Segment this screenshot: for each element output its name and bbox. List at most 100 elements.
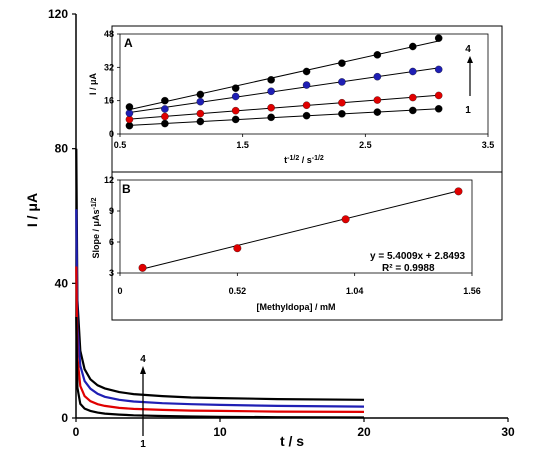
inset-a-fit-line-1 <box>129 108 439 126</box>
inset-a-panel-label: A <box>124 36 133 50</box>
inset-a-y-tick-label: 0 <box>109 129 114 139</box>
inset-b-y-tick-label: 9 <box>109 206 114 216</box>
inset-b-x-tick-label: 0.52 <box>229 286 247 296</box>
inset-a-point <box>434 91 443 100</box>
inset-b-fit-r2: R² = 0.9988 <box>382 263 435 274</box>
inset-b-fit-line <box>142 190 459 270</box>
inset-b-plot-area <box>119 179 473 274</box>
inset-a-point <box>302 111 311 120</box>
inset-b-y-label: Slope / μAs-1/2 <box>91 197 101 258</box>
main-arrow-head <box>140 366 146 374</box>
main-series-line-1 <box>75 148 365 401</box>
main-x-tick-label: 0 <box>73 425 80 439</box>
inset-a-point <box>161 96 169 105</box>
inset-a-point <box>196 109 205 118</box>
inset-a-x-label: t-1/2 / s-1/2 <box>284 155 324 165</box>
inset-a-point <box>196 90 205 99</box>
inset-a-point <box>302 67 311 76</box>
main-y-tick-label: 40 <box>55 276 69 290</box>
inset-a-x-label-t: t <box>284 155 287 165</box>
inset-a-fit-line-3 <box>129 67 439 114</box>
inset-a-point <box>231 92 240 101</box>
inset-b-point <box>138 263 147 272</box>
main-y-tick-label: 80 <box>55 142 69 156</box>
inset-a-point <box>409 93 417 102</box>
inset-a-y-tick-label: 16 <box>104 96 114 106</box>
inset-a-point <box>373 96 382 104</box>
inset-b-y-tick-label: 3 <box>109 268 114 278</box>
inset-a-annotation-4: 4 <box>465 44 471 55</box>
main-series-line-3 <box>75 266 365 413</box>
inset-a-point <box>161 119 169 128</box>
inset-a-point <box>338 99 346 107</box>
main-annotation-1: 1 <box>140 439 146 450</box>
inset-a-point <box>373 72 382 81</box>
inset-a-point <box>302 101 311 110</box>
inset-a-x-label-sup1: -1/2 <box>287 155 299 162</box>
inset-a-point <box>338 110 346 118</box>
inset-b-fit-equation: y = 5.4009x + 2.8493 <box>370 251 466 262</box>
inset-a-fit-line-4 <box>129 40 439 111</box>
main-x-label: t / s <box>280 433 304 449</box>
inset-a-point <box>434 105 443 113</box>
main-series-line-2 <box>75 209 365 408</box>
inset-b-x-tick-label: 1.04 <box>346 286 364 296</box>
inset-a-point <box>409 67 417 76</box>
inset-a-x-tick-label: 3.5 <box>482 140 495 150</box>
main-series-line-4 <box>75 316 365 419</box>
inset-b-panel-label: B <box>122 182 131 196</box>
inset-b-y-tick-label: 6 <box>109 237 114 247</box>
inset-b-y-label-main: Slope / μAs <box>91 210 101 259</box>
inset-a-point <box>267 104 275 112</box>
main-y-tick-label: 120 <box>48 7 68 21</box>
main-x-tick-label: 10 <box>213 425 227 439</box>
inset-a-point <box>161 105 169 113</box>
inset-b: B 0 0.52 1.04 1.56 3 6 9 12 Slope / μAs-1/2 [Me… <box>91 171 503 321</box>
inset-a-point <box>125 103 134 111</box>
inset-a-point <box>434 34 443 42</box>
inset-b-x-label: [Methyldopa] / mM <box>257 302 336 312</box>
main-x-tick-label: 30 <box>501 425 515 439</box>
inset-b-x-tick-label: 1.56 <box>463 286 481 296</box>
inset-a-point <box>231 115 240 124</box>
inset-a-point <box>302 81 311 89</box>
inset-a-point <box>373 108 382 116</box>
main-y-tick-label: 0 <box>61 411 68 425</box>
inset-a-point <box>434 65 443 74</box>
inset-a-x-label-unit: / s <box>299 155 312 165</box>
inset-a-fit-line-2 <box>129 94 439 120</box>
inset-b-x-tick-label: 0 <box>117 286 122 296</box>
inset-a-point <box>196 117 205 126</box>
inset-a-ticks: 0.5 1.5 2.5 3.5 0 16 32 48 <box>104 29 494 150</box>
inset-b-frame <box>111 171 503 321</box>
inset-a-y-tick-label: 32 <box>104 62 114 72</box>
inset-a-point <box>267 76 275 84</box>
inset-a-point <box>267 87 275 96</box>
inset-a-point <box>196 97 205 106</box>
main-curves <box>75 148 365 419</box>
inset-a-point <box>409 106 417 115</box>
inset-a-point <box>338 78 346 86</box>
inset-a-arrow-head <box>467 56 473 63</box>
main-annotation-4: 4 <box>140 354 146 365</box>
inset-a-y-tick-label: 48 <box>104 29 114 39</box>
inset-a-point <box>373 51 382 59</box>
inset-b-series <box>138 187 463 272</box>
inset-a-x-tick-label: 1.5 <box>236 140 249 150</box>
inset-b-point <box>454 187 463 196</box>
inset-a-point <box>338 59 346 67</box>
inset-a-series <box>125 34 443 130</box>
inset-a-point <box>161 112 169 121</box>
inset-b-ticks: 0 0.52 1.04 1.56 3 6 9 12 <box>104 175 481 296</box>
main-x-tick-label: 20 <box>357 425 371 439</box>
inset-a-point <box>231 106 240 115</box>
inset-a-x-tick-label: 0.5 <box>114 140 127 150</box>
inset-a-x-tick-label: 2.5 <box>359 140 372 150</box>
inset-a-point <box>267 113 275 122</box>
inset-b-point <box>341 215 350 224</box>
main-y-label: I / μA <box>24 193 40 227</box>
inset-b-point <box>233 244 242 253</box>
